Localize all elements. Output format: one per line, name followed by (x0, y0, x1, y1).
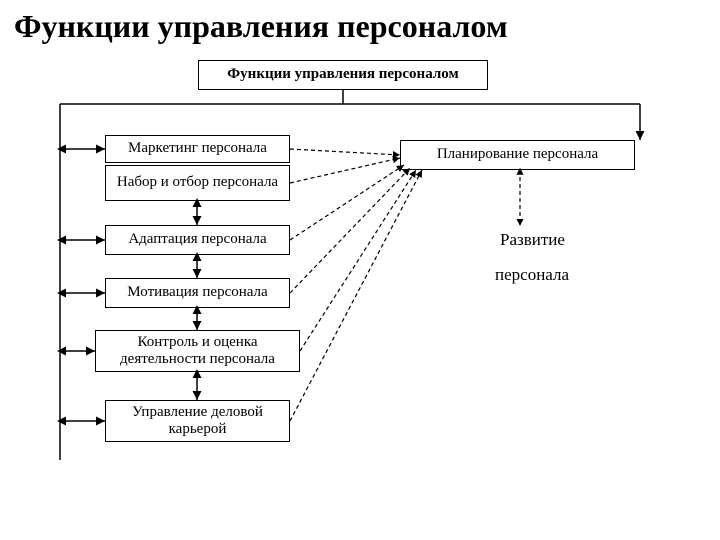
left-box-recruit: Набор и отбор персонала (105, 165, 290, 201)
header-box-label: Функции управления персоналом (223, 64, 462, 85)
page-title: Функции управления персоналом (14, 8, 508, 45)
right-text-development-1: Развитие (500, 230, 565, 250)
right-box-label: Планирование персонала (433, 144, 602, 165)
left-box-control: Контроль и оценка деятельности персонала (95, 330, 300, 372)
left-box-career: Управление деловой карьерой (105, 400, 290, 442)
left-box-adaptation: Адаптация персонала (105, 225, 290, 255)
left-box-label: Управление деловой карьерой (106, 402, 289, 441)
left-box-label: Набор и отбор персонала (113, 172, 282, 193)
left-box-label: Адаптация персонала (124, 229, 270, 250)
left-box-label: Контроль и оценка деятельности персонала (96, 332, 299, 371)
header-box: Функции управления персоналом (198, 60, 488, 90)
right-text-development-2: персонала (495, 265, 569, 285)
left-box-label: Мотивация персонала (123, 282, 271, 303)
right-box-planning: Планирование персонала (400, 140, 635, 170)
left-box-marketing: Маркетинг персонала (105, 135, 290, 163)
left-box-motivation: Мотивация персонала (105, 278, 290, 308)
left-box-label: Маркетинг персонала (124, 138, 271, 159)
